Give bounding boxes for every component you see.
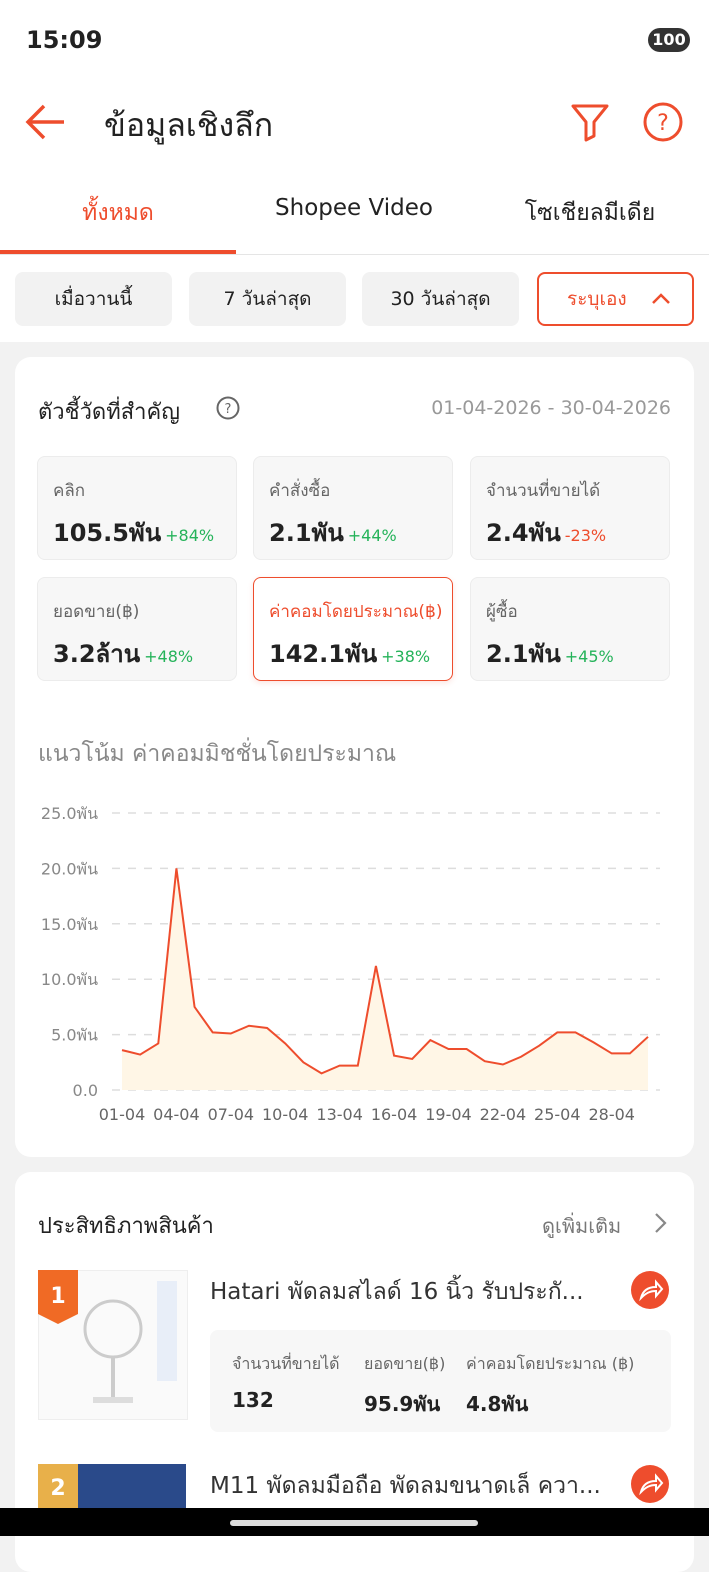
x-tick-label: 16-04 bbox=[371, 1105, 418, 1124]
stat-label: ค่าคอมโดยประมาณ (฿) bbox=[466, 1354, 635, 1373]
metric-number: 2.4พัน bbox=[486, 519, 561, 547]
product-name[interactable]: M11 พัดลมมือถือ พัดลมขนาดเล็ ควา... bbox=[210, 1473, 601, 1499]
see-more[interactable]: ดูเพิ่มเติม bbox=[542, 1214, 622, 1238]
metric-card[interactable]: คลิก 105.5พัน +84% bbox=[37, 456, 237, 560]
area bbox=[122, 868, 648, 1090]
stats-box bbox=[210, 1330, 671, 1432]
metric-value: 2.1พัน +45% bbox=[486, 634, 614, 673]
share-button[interactable] bbox=[630, 1270, 670, 1310]
x-tick-label: 19-04 bbox=[425, 1105, 472, 1124]
tab[interactable]: ทั้งหมด bbox=[82, 200, 154, 226]
metric-label: จำนวนที่ขายได้ bbox=[486, 481, 601, 501]
tab-indicator bbox=[0, 250, 236, 254]
x-tick-label: 28-04 bbox=[588, 1105, 635, 1124]
status-time: 15:09 bbox=[26, 26, 103, 54]
stat-label: จำนวนที่ขายได้ bbox=[232, 1354, 340, 1373]
line bbox=[121, 868, 649, 1075]
x-tick-label: 13-04 bbox=[316, 1105, 363, 1124]
x-tick-label: 01-04 bbox=[99, 1105, 146, 1124]
metric-value: 2.1พัน +44% bbox=[269, 513, 397, 552]
chart: 0.0 5.0พัน 10.0พัน 15.0พัน 20.0พัน 25.0พัน 01-… bbox=[41, 804, 660, 1124]
y-tick-label: 25.0พัน bbox=[41, 804, 98, 823]
share-button[interactable] bbox=[630, 1464, 670, 1504]
stat-value: 132 bbox=[232, 1388, 274, 1412]
tab[interactable]: โซเชียลมีเดีย bbox=[524, 200, 656, 226]
y-tick-label: 15.0พัน bbox=[41, 915, 98, 934]
metric-number: 3.2ล้าน bbox=[53, 640, 141, 668]
date-range: 01-04-2026 - 30-04-2026 bbox=[431, 397, 671, 419]
filter-chip[interactable]: 7 วันล่าสุด bbox=[189, 272, 346, 326]
filter-chip[interactable]: เมื่อวานนี้ bbox=[15, 272, 172, 326]
stat-label: ยอดขาย(฿) bbox=[364, 1354, 446, 1373]
metric-label: คลิก bbox=[53, 481, 86, 501]
stat-value: 4.8พัน bbox=[466, 1392, 529, 1416]
y-tick-label: 20.0พัน bbox=[41, 859, 98, 878]
rank: 1 bbox=[50, 1284, 66, 1309]
filter-chip[interactable]: 30 วันล่าสุด bbox=[362, 272, 519, 326]
metric-number: 105.5พัน bbox=[53, 519, 162, 547]
y-tick-label: 0.0 bbox=[73, 1081, 98, 1100]
metric-change: +38% bbox=[381, 647, 431, 666]
back-button[interactable] bbox=[24, 102, 68, 142]
metric-label: ยอดขาย(฿) bbox=[53, 602, 140, 622]
chevron-right bbox=[655, 1213, 667, 1233]
metric-value: 2.4พัน -23% bbox=[486, 513, 606, 552]
info-icon[interactable]: ? bbox=[215, 395, 241, 421]
section-title: ตัวชี้วัดที่สำคัญ bbox=[38, 400, 180, 425]
metric-card[interactable]: ค่าคอมโดยประมาณ(฿) 142.1พัน +38% bbox=[253, 577, 453, 681]
metric-card[interactable]: คำสั่งซื้อ 2.1พัน +44% bbox=[253, 456, 453, 560]
rank-badge bbox=[38, 1270, 78, 1324]
metric-label: ผู้ซื้อ bbox=[486, 602, 518, 622]
filter-chip-selected[interactable]: ระบุเอง bbox=[537, 272, 694, 326]
nav-bar bbox=[0, 1508, 709, 1536]
rank-badge bbox=[38, 1464, 78, 1508]
chart-title: แนวโน้ม ค่าคอมมิชชั่นโดยประมาณ bbox=[38, 741, 397, 767]
x-tick-label: 07-04 bbox=[208, 1105, 255, 1124]
metric-value: 3.2ล้าน +48% bbox=[53, 634, 193, 673]
x-tick-label: 04-04 bbox=[153, 1105, 200, 1124]
metric-card[interactable]: จำนวนที่ขายได้ 2.4พัน -23% bbox=[470, 456, 670, 560]
header-title: ข้อมูลเชิงลึก bbox=[104, 106, 274, 144]
metric-change: +44% bbox=[347, 526, 397, 545]
divider bbox=[0, 254, 709, 255]
product-name[interactable]: Hatari พัดลมสไลด์ 16 นิ้ว รับประกั... bbox=[210, 1279, 584, 1305]
metric-change: +45% bbox=[564, 647, 614, 666]
x-tick-label: 22-04 bbox=[480, 1105, 527, 1124]
tab[interactable]: Shopee Video bbox=[275, 195, 433, 221]
svg-text:?: ? bbox=[657, 111, 669, 136]
y-tick-label: 5.0พัน bbox=[51, 1026, 98, 1045]
stat-value: 95.9พัน bbox=[364, 1392, 441, 1416]
metric-value: 142.1พัน +38% bbox=[269, 634, 430, 673]
rank: 2 bbox=[50, 1476, 66, 1501]
metric-number: 2.1พัน bbox=[486, 640, 561, 668]
metric-card[interactable]: ยอดขาย(฿) 3.2ล้าน +48% bbox=[37, 577, 237, 681]
metric-change: +84% bbox=[165, 526, 215, 545]
help-icon[interactable]: ? bbox=[642, 101, 684, 143]
section-title: ประสิทธิภาพสินค้า bbox=[38, 1214, 214, 1239]
metric-value: 105.5พัน +84% bbox=[53, 513, 214, 552]
metric-change: -23% bbox=[564, 526, 607, 545]
chevron-up bbox=[651, 293, 670, 304]
battery: 100 bbox=[648, 28, 690, 52]
metric-number: 142.1พัน bbox=[269, 640, 378, 668]
metric-card[interactable]: ผู้ซื้อ 2.1พัน +45% bbox=[470, 577, 670, 681]
metric-label: ค่าคอมโดยประมาณ(฿) bbox=[269, 602, 443, 622]
y-tick-label: 10.0พัน bbox=[41, 970, 98, 989]
metric-label: คำสั่งซื้อ bbox=[269, 481, 331, 501]
x-tick-label: 25-04 bbox=[534, 1105, 581, 1124]
svg-text:?: ? bbox=[225, 402, 232, 417]
filter-icon[interactable] bbox=[570, 102, 610, 142]
metric-number: 2.1พัน bbox=[269, 519, 344, 547]
x-tick-label: 10-04 bbox=[262, 1105, 309, 1124]
metric-change: +48% bbox=[144, 647, 194, 666]
filter-label: ระบุเอง bbox=[567, 288, 627, 310]
